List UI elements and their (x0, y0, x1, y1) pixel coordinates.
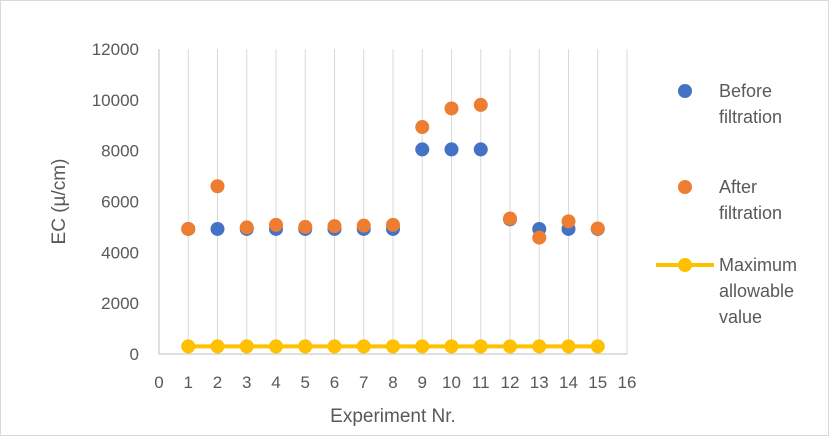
x-tick-label: 2 (213, 373, 222, 392)
gridlines (187, 49, 628, 354)
x-tick-label: 14 (559, 373, 578, 392)
x-tick-label: 5 (301, 373, 310, 392)
data-point (503, 339, 517, 354)
x-tick-label: 13 (530, 373, 549, 392)
data-point (590, 339, 605, 354)
x-tick-label: 1 (184, 373, 193, 392)
data-point (298, 219, 313, 234)
x-tick-label: 11 (472, 373, 490, 392)
data-point (181, 339, 196, 354)
x-tick-label: 16 (618, 373, 637, 392)
data-point (590, 221, 605, 236)
x-tick-label: 10 (442, 373, 461, 392)
data-point (415, 142, 430, 157)
y-tick-label: 12000 (92, 40, 139, 59)
legend-label: filtration (719, 107, 782, 127)
legend-marker (678, 258, 692, 272)
legend-item-3: Maximum allowable value (656, 255, 797, 327)
data-point (503, 211, 517, 226)
data-point (444, 142, 459, 157)
x-tick-label: 7 (359, 373, 368, 392)
data-point (269, 217, 283, 232)
legend-label: value (719, 307, 762, 327)
data-point (327, 219, 342, 234)
series-2 (181, 97, 605, 245)
legend-item-1: Before filtration (678, 81, 782, 127)
data-point (561, 214, 576, 229)
y-axis-title: EC (µ/cm) (49, 159, 70, 245)
legend-label: allowable (719, 281, 794, 301)
x-axis-title: Experiment Nr. (330, 406, 456, 427)
data-point (210, 221, 225, 236)
series-3 (181, 339, 605, 354)
x-tick-label: 15 (588, 373, 607, 392)
data-point (444, 101, 459, 116)
data-point (210, 179, 225, 194)
legend-item-2: After filtration (678, 177, 782, 223)
x-tick-label: 8 (388, 373, 397, 392)
y-tick-label: 2000 (101, 294, 139, 313)
data-point (269, 339, 283, 354)
data-point (444, 339, 459, 354)
data-point (181, 221, 196, 236)
data-point (532, 230, 547, 245)
data-point (473, 339, 488, 354)
data-point (327, 339, 342, 354)
data-point (561, 339, 576, 354)
data-point (356, 218, 371, 233)
data-point (386, 217, 400, 232)
legend-marker (678, 84, 692, 98)
legend-label: filtration (719, 203, 782, 223)
y-tick-label: 10000 (92, 91, 139, 110)
y-tick-label: 6000 (101, 193, 139, 212)
data-point (386, 339, 400, 354)
y-tick-label: 8000 (101, 142, 139, 161)
data-point (415, 339, 430, 354)
x-tick-label: 3 (242, 373, 251, 392)
data-point (473, 142, 488, 157)
x-tick-label: 9 (418, 373, 427, 392)
legend-label: Before (719, 81, 772, 101)
data-point (298, 339, 313, 354)
legend-label: After (719, 177, 757, 197)
legend-marker (678, 180, 692, 194)
x-tick-label: 12 (501, 373, 520, 392)
legend: Before filtration After filtration Maximum al… (656, 81, 797, 327)
data-point (356, 339, 371, 354)
x-tick-label: 0 (154, 373, 163, 392)
data-point (239, 220, 254, 235)
data-point (532, 339, 547, 354)
data-point (473, 97, 488, 112)
y-tick-label: 4000 (101, 243, 139, 262)
y-tick-label: 0 (130, 345, 139, 364)
data-point (239, 339, 254, 354)
data-point (415, 120, 430, 135)
axes (158, 49, 627, 355)
x-tick-label: 4 (271, 373, 280, 392)
data-point (210, 339, 225, 354)
x-tick-label: 6 (330, 373, 339, 392)
legend-label: Maximum (719, 255, 797, 275)
series (181, 97, 605, 354)
